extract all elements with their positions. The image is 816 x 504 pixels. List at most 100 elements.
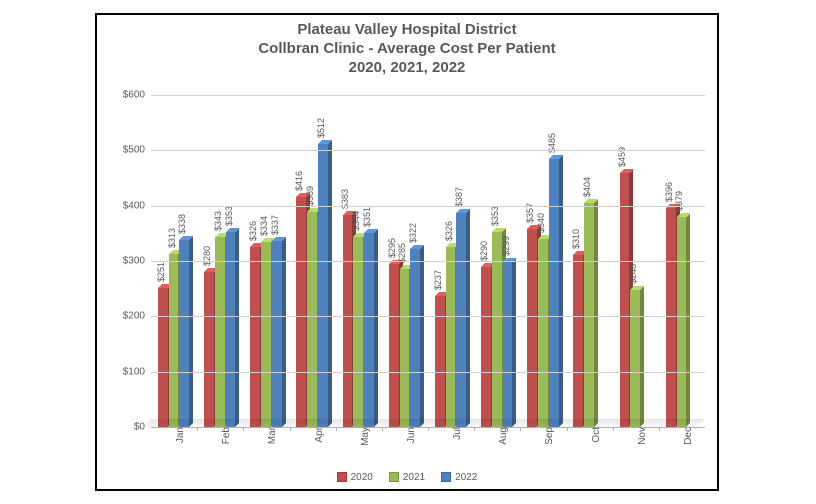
legend-label: 2021 [403, 472, 425, 483]
data-label: $237 [433, 270, 443, 290]
gridline [151, 150, 705, 151]
x-tick-mark [290, 427, 291, 431]
y-tick-label: $200 [123, 311, 151, 322]
x-tick-mark [567, 427, 568, 431]
data-label: $353 [224, 206, 234, 226]
legend-item-2020: 2020 [337, 472, 373, 483]
x-tick-mark [382, 427, 383, 431]
bar-2021: $379 [677, 217, 687, 427]
bar-2021: $389 [307, 212, 317, 427]
bar-2021: $285 [400, 269, 410, 427]
plot-area: $251$313$338$280$343$353$326$334$337$416… [151, 95, 705, 428]
gridline [151, 261, 705, 262]
data-label: $396 [664, 182, 674, 202]
bar-2020: $416 [296, 197, 306, 427]
bar-2022: $338 [179, 240, 189, 427]
legend: 2020 2021 2022 [97, 472, 717, 483]
gridline [151, 316, 705, 317]
data-label: $338 [177, 214, 187, 234]
bar-2020: $459 [620, 173, 630, 427]
x-tick-mark [197, 427, 198, 431]
bar-2022: $512 [318, 144, 328, 427]
gridline [151, 206, 705, 207]
x-tick-label: Mar [261, 427, 278, 444]
bar-2022: $337 [272, 241, 282, 427]
data-label: $310 [571, 229, 581, 249]
bar-2020: $310 [573, 255, 583, 427]
x-tick-mark [613, 427, 614, 431]
data-label: $280 [202, 246, 212, 266]
bar-2020: $326 [250, 247, 260, 427]
legend-swatch [337, 472, 347, 482]
data-label: $299 [501, 236, 511, 256]
chart-title: Plateau Valley Hospital District Collbra… [97, 21, 717, 77]
title-line-3: 2020, 2021, 2022 [97, 59, 717, 78]
data-label: $334 [259, 216, 269, 236]
x-tick-label: Aug [492, 427, 509, 445]
bar-2021: $334 [261, 242, 271, 427]
legend-swatch [441, 472, 451, 482]
bar-2022: $322 [410, 249, 420, 427]
x-tick-label: Jan [169, 427, 186, 443]
x-tick-label: Oct [585, 427, 602, 443]
y-tick-label: $0 [134, 422, 151, 433]
data-label: $353 [490, 206, 500, 226]
x-tick-mark [659, 427, 660, 431]
bar-2021: $343 [215, 237, 225, 427]
bar-2021: $344 [353, 237, 363, 427]
bar-2021: $326 [446, 247, 456, 427]
title-line-2: Collbran Clinic - Average Cost Per Patie… [97, 40, 717, 59]
gridline [151, 372, 705, 373]
x-tick-label: Dec [677, 427, 694, 445]
x-tick-label: Sep [538, 427, 555, 445]
y-tick-label: $300 [123, 256, 151, 267]
data-label: $379 [674, 191, 684, 211]
x-tick-mark [428, 427, 429, 431]
x-tick-mark [336, 427, 337, 431]
x-tick-label: Jun [400, 427, 417, 443]
bar-2020: $295 [389, 264, 399, 427]
y-tick-label: $600 [123, 90, 151, 101]
y-tick-label: $500 [123, 145, 151, 156]
data-label: $389 [305, 186, 315, 206]
data-label: $290 [479, 241, 489, 261]
x-tick-label: Apr [308, 427, 325, 443]
data-label: $322 [408, 223, 418, 243]
data-label: $326 [248, 221, 258, 241]
x-tick-label: Jul [446, 427, 463, 440]
data-label: $295 [387, 238, 397, 258]
data-label: $344 [351, 211, 361, 231]
bar-2021: $248 [630, 290, 640, 427]
bar-2020: $251 [158, 288, 168, 427]
data-label: $248 [628, 264, 638, 284]
x-tick-mark [520, 427, 521, 431]
bar-2021: $340 [538, 239, 548, 427]
data-label: $351 [362, 207, 372, 227]
data-label: $512 [316, 118, 326, 138]
data-label: $326 [444, 221, 454, 241]
data-label: $404 [582, 177, 592, 197]
bar-2020: $357 [527, 229, 537, 427]
x-tick-mark [474, 427, 475, 431]
bar-2021: $404 [584, 203, 594, 427]
bar-2020: $280 [204, 272, 214, 427]
x-tick-label: Nov [631, 427, 648, 445]
data-label: $337 [270, 215, 280, 235]
bar-2020: $290 [481, 267, 491, 427]
legend-item-2021: 2021 [389, 472, 425, 483]
bar-2020: $383 [343, 215, 353, 427]
legend-item-2022: 2022 [441, 472, 477, 483]
title-line-1: Plateau Valley Hospital District [97, 21, 717, 40]
legend-label: 2022 [455, 472, 477, 483]
x-tick-label: May [354, 427, 371, 446]
chart-frame: Plateau Valley Hospital District Collbra… [95, 13, 719, 491]
y-tick-label: $100 [123, 366, 151, 377]
bar-2022: $485 [549, 159, 559, 427]
data-label: $416 [294, 171, 304, 191]
bar-2022: $299 [503, 262, 513, 427]
legend-label: 2020 [351, 472, 373, 483]
bar-2022: $387 [456, 213, 466, 427]
data-label: $251 [156, 262, 166, 282]
gridline [151, 95, 705, 96]
data-label: $343 [213, 211, 223, 231]
